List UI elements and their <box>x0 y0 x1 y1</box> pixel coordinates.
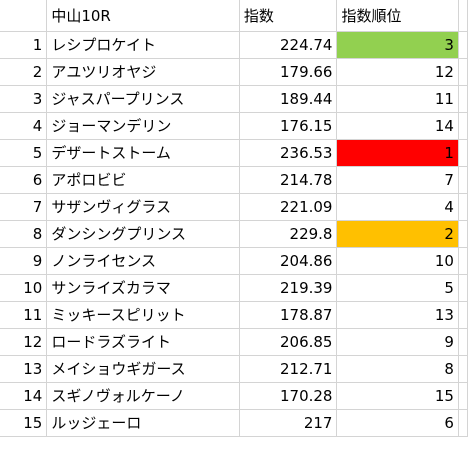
index-value-cell[interactable]: 224.74 <box>239 31 338 59</box>
horse-name-cell[interactable]: レシプロケイト <box>46 31 240 59</box>
index-value-cell[interactable]: 221.09 <box>239 193 338 221</box>
table-row: 12 ロードラズライト 206.85 9 <box>0 328 468 356</box>
table-row: 15 ルッジェーロ 217 6 <box>0 409 468 437</box>
row-number-cell[interactable]: 13 <box>0 355 48 383</box>
index-value-cell[interactable]: 236.53 <box>239 139 338 167</box>
rank-value-cell[interactable]: 14 <box>336 112 459 140</box>
header-row: 中山10R 指数 指数順位 <box>0 0 468 32</box>
header-rank-cell[interactable]: 指数順位 <box>336 0 459 32</box>
empty-cell[interactable] <box>458 409 468 437</box>
table-row: 10 サンライズカラマ 219.39 5 <box>0 274 468 302</box>
empty-cell[interactable] <box>458 31 468 59</box>
table-row: 8 ダンシングプリンス 229.8 2 <box>0 220 468 248</box>
header-race-cell[interactable]: 中山10R <box>46 0 240 32</box>
table-row: 4 ジョーマンデリン 176.15 14 <box>0 112 468 140</box>
index-value-cell[interactable]: 219.39 <box>239 274 338 302</box>
row-number-cell[interactable]: 11 <box>0 301 48 329</box>
empty-cell[interactable] <box>458 112 468 140</box>
horse-name-cell[interactable]: デザートストーム <box>46 139 240 167</box>
horse-name-cell[interactable]: アユツリオヤジ <box>46 58 240 86</box>
table-row: 7 サザンヴィグラス 221.09 4 <box>0 193 468 221</box>
empty-cell[interactable] <box>458 58 468 86</box>
horse-name-cell[interactable]: ジャスパープリンス <box>46 85 240 113</box>
table-row: 11 ミッキースピリット 178.87 13 <box>0 301 468 329</box>
rank-value-cell[interactable]: 3 <box>336 31 459 59</box>
empty-cell[interactable] <box>458 220 468 248</box>
index-value-cell[interactable]: 217 <box>239 409 338 437</box>
horse-name-cell[interactable]: メイショウギガース <box>46 355 240 383</box>
rank-value-cell[interactable]: 2 <box>336 220 459 248</box>
horse-name-cell[interactable]: ノンライセンス <box>46 247 240 275</box>
table-row: 1 レシプロケイト 224.74 3 <box>0 31 468 59</box>
empty-cell[interactable] <box>458 355 468 383</box>
table-row: 5 デザートストーム 236.53 1 <box>0 139 468 167</box>
horse-name-cell[interactable]: ミッキースピリット <box>46 301 240 329</box>
row-number-cell[interactable]: 4 <box>0 112 48 140</box>
index-value-cell[interactable]: 204.86 <box>239 247 338 275</box>
rank-value-cell[interactable]: 12 <box>336 58 459 86</box>
empty-cell[interactable] <box>458 193 468 221</box>
index-value-cell[interactable]: 176.15 <box>239 112 338 140</box>
horse-name-cell[interactable]: ルッジェーロ <box>46 409 240 437</box>
rank-value-cell[interactable]: 7 <box>336 166 459 194</box>
rank-value-cell[interactable]: 4 <box>336 193 459 221</box>
row-number-cell[interactable]: 6 <box>0 166 48 194</box>
data-table: 中山10R 指数 指数順位 1 レシプロケイト 224.74 3 2 アユツリオヤジ 179… <box>0 0 468 437</box>
row-number-cell[interactable]: 14 <box>0 382 48 410</box>
empty-cell[interactable] <box>458 382 468 410</box>
row-number-cell[interactable] <box>0 0 48 32</box>
rank-value-cell[interactable]: 8 <box>336 355 459 383</box>
rank-value-cell[interactable]: 13 <box>336 301 459 329</box>
index-value-cell[interactable]: 170.28 <box>239 382 338 410</box>
horse-name-cell[interactable]: スギノヴォルケーノ <box>46 382 240 410</box>
table-row: 9 ノンライセンス 204.86 10 <box>0 247 468 275</box>
empty-cell[interactable] <box>458 85 468 113</box>
horse-name-cell[interactable]: アポロビビ <box>46 166 240 194</box>
empty-cell[interactable] <box>458 328 468 356</box>
rank-value-cell[interactable]: 10 <box>336 247 459 275</box>
empty-cell[interactable] <box>458 247 468 275</box>
empty-cell[interactable] <box>458 139 468 167</box>
empty-cell[interactable] <box>458 301 468 329</box>
row-number-cell[interactable]: 5 <box>0 139 48 167</box>
table-row: 14 スギノヴォルケーノ 170.28 15 <box>0 382 468 410</box>
index-value-cell[interactable]: 214.78 <box>239 166 338 194</box>
table-row: 13 メイショウギガース 212.71 8 <box>0 355 468 383</box>
rank-value-cell[interactable]: 15 <box>336 382 459 410</box>
empty-cell[interactable] <box>458 0 468 32</box>
index-value-cell[interactable]: 189.44 <box>239 85 338 113</box>
row-number-cell[interactable]: 3 <box>0 85 48 113</box>
horse-name-cell[interactable]: ダンシングプリンス <box>46 220 240 248</box>
rank-value-cell[interactable]: 6 <box>336 409 459 437</box>
row-number-cell[interactable]: 8 <box>0 220 48 248</box>
index-value-cell[interactable]: 229.8 <box>239 220 338 248</box>
empty-cell[interactable] <box>458 274 468 302</box>
header-index-cell[interactable]: 指数 <box>239 0 338 32</box>
row-number-cell[interactable]: 15 <box>0 409 48 437</box>
row-number-cell[interactable]: 10 <box>0 274 48 302</box>
table-row: 6 アポロビビ 214.78 7 <box>0 166 468 194</box>
rank-value-cell[interactable]: 11 <box>336 85 459 113</box>
row-number-cell[interactable]: 2 <box>0 58 48 86</box>
index-value-cell[interactable]: 178.87 <box>239 301 338 329</box>
index-value-cell[interactable]: 212.71 <box>239 355 338 383</box>
horse-name-cell[interactable]: ジョーマンデリン <box>46 112 240 140</box>
rank-value-cell[interactable]: 9 <box>336 328 459 356</box>
empty-cell[interactable] <box>458 166 468 194</box>
horse-name-cell[interactable]: サザンヴィグラス <box>46 193 240 221</box>
row-number-cell[interactable]: 9 <box>0 247 48 275</box>
rank-value-cell[interactable]: 5 <box>336 274 459 302</box>
row-number-cell[interactable]: 12 <box>0 328 48 356</box>
table-row: 3 ジャスパープリンス 189.44 11 <box>0 85 468 113</box>
row-number-cell[interactable]: 1 <box>0 31 48 59</box>
horse-name-cell[interactable]: ロードラズライト <box>46 328 240 356</box>
horse-name-cell[interactable]: サンライズカラマ <box>46 274 240 302</box>
table-row: 2 アユツリオヤジ 179.66 12 <box>0 58 468 86</box>
row-number-cell[interactable]: 7 <box>0 193 48 221</box>
index-value-cell[interactable]: 179.66 <box>239 58 338 86</box>
rank-value-cell[interactable]: 1 <box>336 139 459 167</box>
index-value-cell[interactable]: 206.85 <box>239 328 338 356</box>
